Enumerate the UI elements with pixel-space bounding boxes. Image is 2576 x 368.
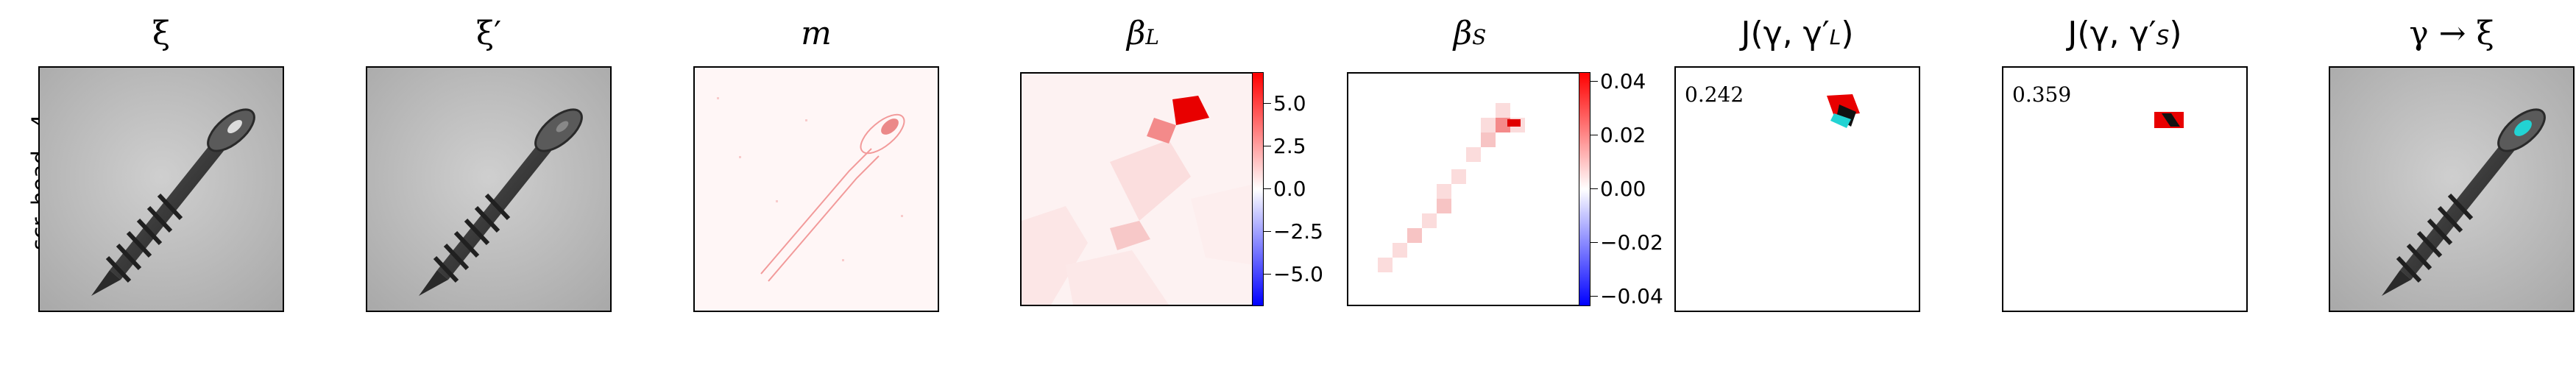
tick-label: −5.0 <box>1273 262 1323 286</box>
image-panel-xi <box>38 66 284 312</box>
tick-label: 0.00 <box>1600 177 1646 201</box>
beta-s-panel <box>1347 72 1582 306</box>
tick-label: 0.02 <box>1600 123 1646 147</box>
screw-shape <box>419 108 583 296</box>
colorbar-beta-l <box>1252 72 1264 306</box>
screw-shape <box>91 108 255 296</box>
overlay-panel <box>2329 66 2575 312</box>
panel-title-j-s: J(γ, γ′S) <box>2067 15 2182 52</box>
panel-title-gamma-xi: γ → ξ <box>2409 15 2494 52</box>
score-jl: 0.242 <box>1685 82 1744 107</box>
panel-title-beta-s: βS <box>1453 15 1487 52</box>
tick-label: −0.02 <box>1600 230 1663 255</box>
score-js: 0.359 <box>2012 82 2072 107</box>
panel-title-xi-prime: ξ′ <box>475 15 502 52</box>
tick-label: 2.5 <box>1273 134 1306 158</box>
tick-label: 0.04 <box>1600 69 1646 93</box>
panel-title-j-l: J(γ, γ′L) <box>1741 15 1854 52</box>
panel-title-beta-l: βL <box>1126 15 1160 52</box>
tick-label: 0.0 <box>1273 177 1306 201</box>
tick-label: −2.5 <box>1273 219 1323 244</box>
panel-title-m: m <box>801 15 832 52</box>
image-panel-xi-prime <box>366 66 612 312</box>
jaccard-l-panel <box>1674 66 1920 312</box>
tick-label: 5.0 <box>1273 91 1306 116</box>
mask-panel <box>693 66 939 312</box>
tick-label: −0.04 <box>1600 284 1663 308</box>
colorbar-beta-s <box>1579 72 1590 306</box>
jaccard-s-panel <box>2002 66 2248 312</box>
beta-l-panel <box>1020 72 1256 306</box>
panel-title-xi: ξ <box>152 15 171 52</box>
